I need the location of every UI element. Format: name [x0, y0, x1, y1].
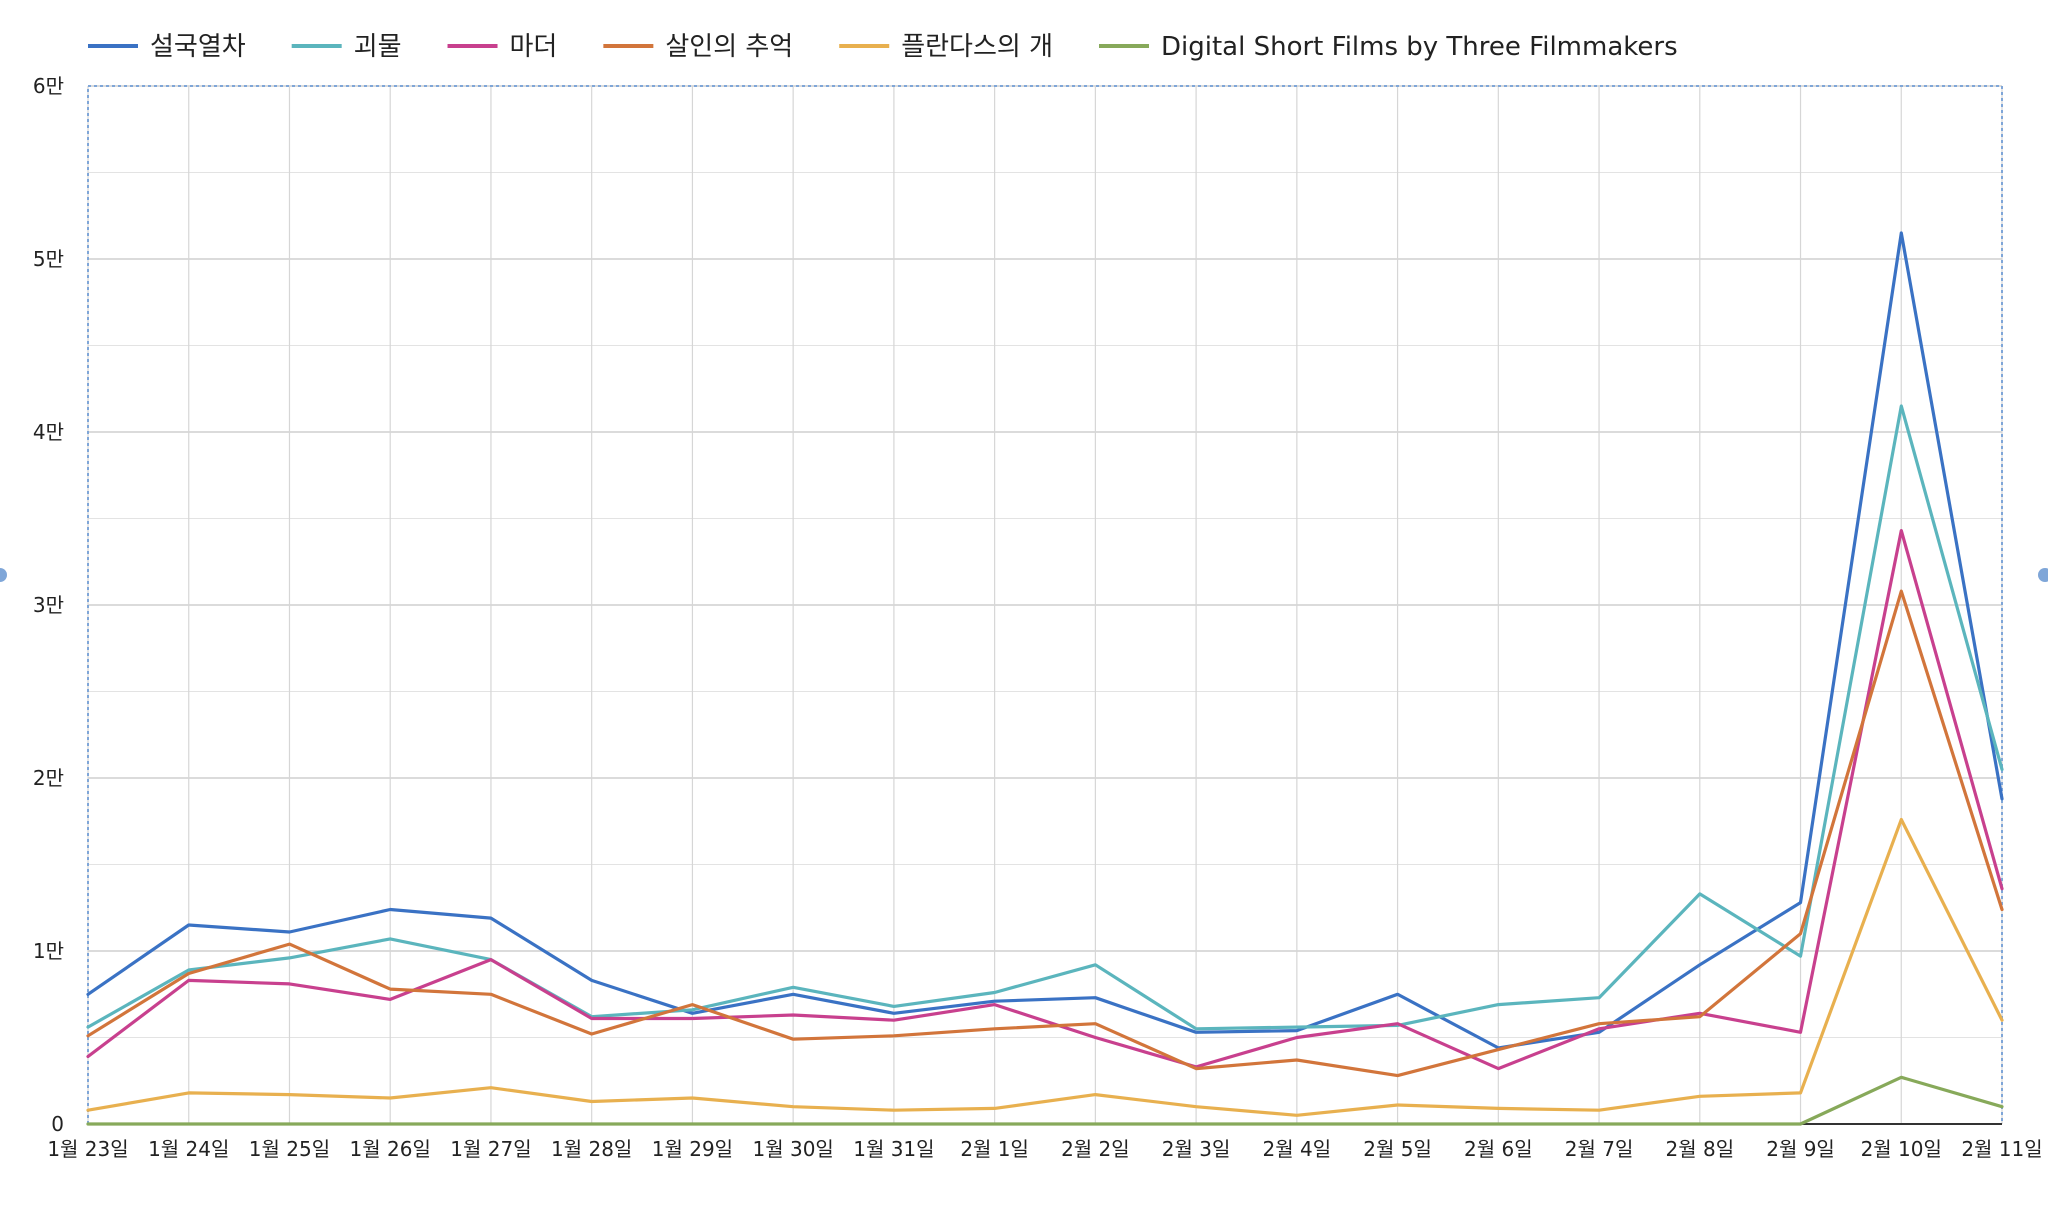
- series-line-1[interactable]: [86, 404, 2004, 1031]
- x-tick-label: 2월 10일: [1861, 1137, 1942, 1161]
- y-tick-label: 4만: [33, 420, 64, 444]
- x-tick-label: 1월 27일: [450, 1137, 531, 1161]
- x-tick-label: 2월 7일: [1565, 1137, 1634, 1161]
- resize-handle-left[interactable]: [0, 568, 7, 582]
- x-tick-label: 1월 31일: [853, 1137, 934, 1161]
- series-lines: [86, 231, 2004, 1126]
- x-tick-label: 1월 24일: [148, 1137, 229, 1161]
- axes: 0 1만 2만 3만 4만 5만 6만 1월 23일 1월 24일 1월 25일 1월 26일 1월 …: [0, 74, 2048, 1161]
- series-line-4[interactable]: [86, 817, 2004, 1117]
- series-line-5[interactable]: [86, 1075, 2004, 1126]
- series-line-3[interactable]: [86, 589, 2004, 1078]
- gridlines: [87, 85, 2003, 1125]
- x-tick-label: 1월 25일: [249, 1137, 330, 1161]
- x-tick-label: 2월 6일: [1464, 1137, 1533, 1161]
- legend-entry-label[interactable]: 살인의 추억: [665, 32, 793, 62]
- x-tick-label: 2월 1일: [960, 1137, 1029, 1161]
- y-tick-label: 1만: [33, 939, 64, 963]
- legend-entry-label[interactable]: 마더: [510, 32, 558, 62]
- x-tick-label: 1월 28일: [551, 1137, 632, 1161]
- resize-handle-right[interactable]: [2038, 568, 2048, 582]
- legend-entry-label[interactable]: 플란다스의 개: [901, 32, 1053, 62]
- y-tick-label: 3만: [33, 593, 64, 617]
- x-tick-label: 1월 26일: [350, 1137, 431, 1161]
- legend-entry-label[interactable]: 괴물: [354, 32, 402, 62]
- y-tick-label: 6만: [33, 74, 64, 98]
- series-line-0[interactable]: [86, 231, 2004, 1050]
- y-tick-label: 2만: [33, 766, 64, 790]
- y-tick-label: 5만: [33, 247, 64, 271]
- x-tick-label: 2월 8일: [1665, 1137, 1734, 1161]
- legend-entry-label[interactable]: 설국열차: [150, 32, 246, 62]
- x-tick-label: 2월 2일: [1061, 1137, 1130, 1161]
- x-tick-label: 2월 9일: [1766, 1137, 1835, 1161]
- legend: 설국열차 괴물 마더 살인의 추억 플란다스의 개 Digital Short Films…: [88, 32, 1678, 62]
- x-tick-label: 2월 5일: [1363, 1137, 1432, 1161]
- x-tick-label: 2월 11일: [1961, 1137, 2042, 1161]
- x-tick-label: 2월 4일: [1263, 1137, 1332, 1161]
- x-tick-label: 1월 29일: [652, 1137, 733, 1161]
- x-tick-label: 1월 30일: [752, 1137, 833, 1161]
- x-tick-label: 1월 23일: [47, 1137, 128, 1161]
- series-line-2[interactable]: [86, 528, 2004, 1071]
- legend-entry-label[interactable]: Digital Short Films by Three Filmmakers: [1161, 32, 1678, 62]
- y-tick-label: 0: [51, 1112, 64, 1136]
- x-tick-label: 2월 3일: [1162, 1137, 1231, 1161]
